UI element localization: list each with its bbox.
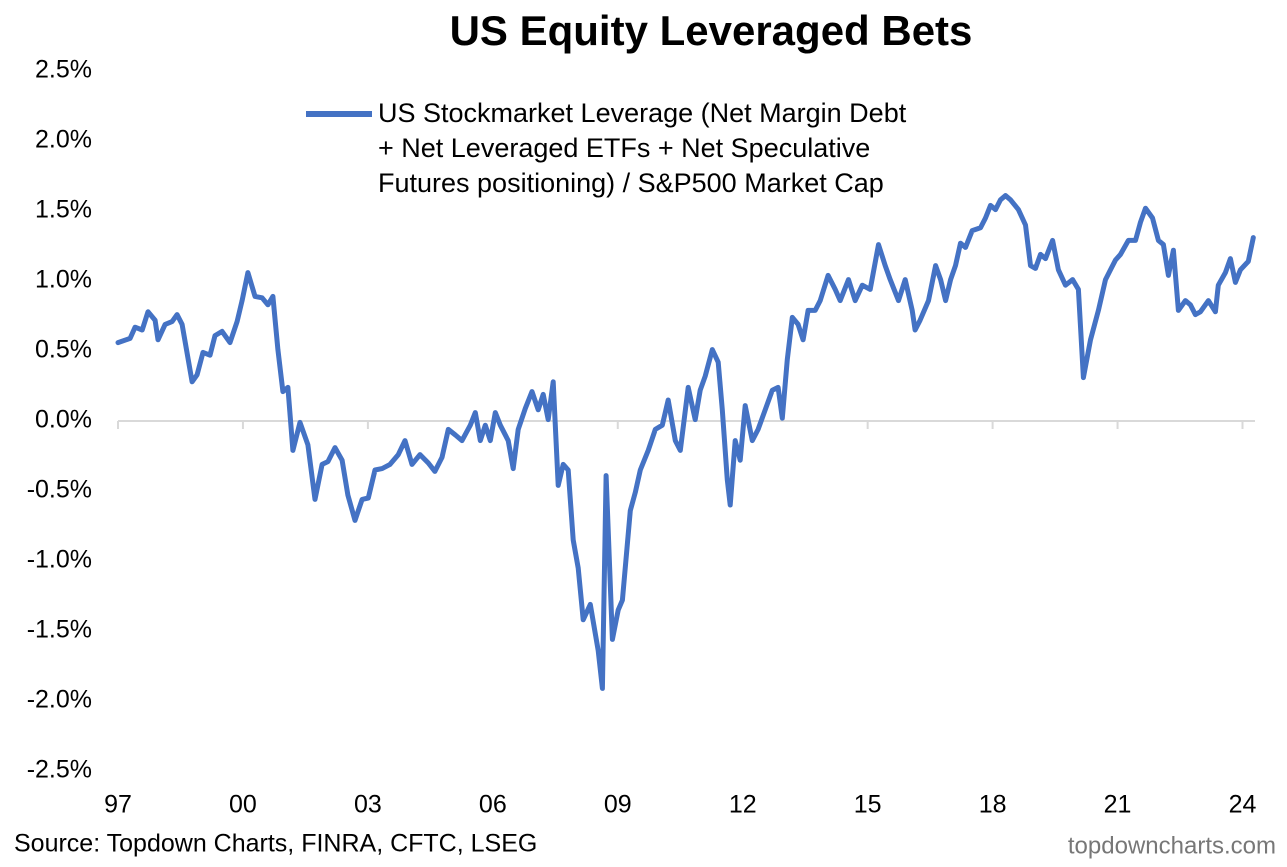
series-line	[115, 193, 1256, 691]
y-tick-label: 1.0%	[35, 266, 92, 294]
y-tick-label: -1.0%	[27, 546, 92, 574]
y-tick-label: -2.0%	[27, 686, 92, 714]
y-tick-label: 1.5%	[35, 196, 92, 224]
chart-title: US Equity Leveraged Bets	[450, 7, 973, 54]
x-tick-label: 21	[1104, 791, 1132, 819]
x-tick-label: 18	[979, 791, 1007, 819]
legend-label: US Stockmarket Leverage (Net Margin Debt…	[378, 98, 907, 198]
x-tick-label: 15	[854, 791, 882, 819]
y-tick-label: -1.5%	[27, 616, 92, 644]
x-tick-label: 09	[604, 791, 632, 819]
y-tick-label: 2.0%	[35, 126, 92, 154]
y-tick-label: 0.0%	[35, 406, 92, 434]
x-tick-label: 06	[479, 791, 507, 819]
x-tick-label: 24	[1229, 791, 1257, 819]
y-tick-label: 2.5%	[35, 56, 92, 84]
x-tick-label: 97	[104, 791, 132, 819]
x-tick-label: 12	[729, 791, 757, 819]
x-tick-label: 03	[354, 791, 382, 819]
x-tick-label: 00	[229, 791, 257, 819]
y-tick-label: -0.5%	[27, 476, 92, 504]
y-tick-label: -2.5%	[27, 756, 92, 784]
source-note: Source: Topdown Charts, FINRA, CFTC, LSE…	[14, 830, 537, 858]
y-tick-label: 0.5%	[35, 336, 92, 364]
watermark: topdowncharts.com	[1068, 832, 1276, 859]
